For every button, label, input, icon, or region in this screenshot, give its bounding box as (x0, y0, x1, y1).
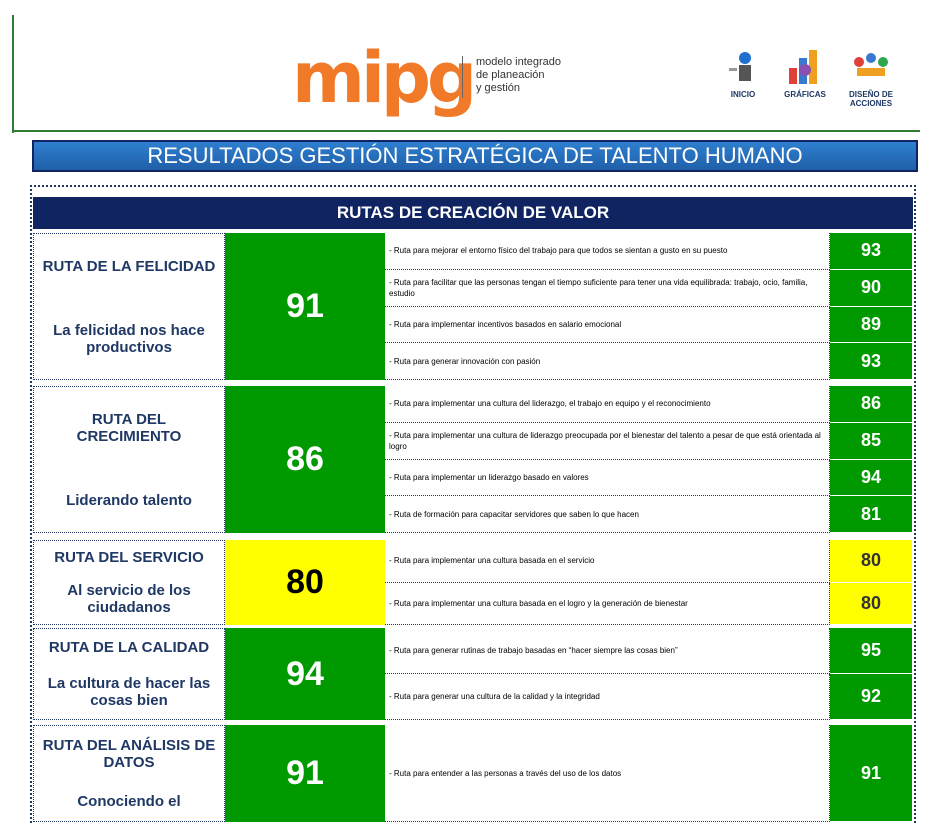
item-score: 81 (830, 496, 912, 533)
logo-line: de planeación (476, 69, 545, 81)
item-score: 80 (830, 582, 912, 625)
nav-inicio[interactable]: INICIO (708, 48, 778, 99)
logo: mipg (292, 37, 477, 119)
item-score: 80 (830, 540, 912, 583)
item-score: 91 (830, 725, 912, 822)
logo-line: y gestión (476, 82, 521, 94)
route-title: RUTA DEL SERVICIO (54, 549, 204, 566)
route-score: 94 (225, 628, 385, 720)
item-text: - Ruta para implementar un liderazgo bas… (385, 459, 830, 497)
nav-graficas[interactable]: GRÁFICAS (770, 44, 840, 99)
item-text: - Ruta para generar innovación con pasió… (385, 343, 830, 380)
item-text: - Ruta para implementar una cultura basa… (385, 540, 830, 583)
item-text: - Ruta para implementar una cultura basa… (385, 582, 830, 625)
item-score: 92 (830, 674, 912, 720)
route-title: RUTA DE LA FELICIDAD (42, 257, 216, 275)
route-score: 80 (225, 540, 385, 625)
item-score: 95 (830, 628, 912, 674)
route-title: RUTA DE LA CALIDAD (48, 638, 210, 656)
item-text: - Ruta para mejorar el entorno físico de… (385, 233, 830, 270)
icon (854, 53, 888, 76)
route-title: RUTA DEL CRECIMIENTO (76, 410, 182, 445)
item-text: - Ruta para facilitar que las personas t… (385, 269, 830, 307)
separator (462, 56, 463, 98)
route-name: RUTA DE LA CALIDAD La cultura de hacer la… (33, 628, 225, 720)
item-score: 94 (830, 459, 912, 497)
route-subtitle: Liderando talento (66, 491, 192, 509)
route-name: RUTA DE LA FELICIDAD La felicidad nos hac… (33, 233, 225, 380)
nav-label: GRÁFICAS (784, 90, 826, 99)
icon (789, 50, 817, 84)
route-score: 91 (225, 233, 385, 380)
route-subtitle: La cultura de hacer las cosas bien (47, 675, 211, 710)
route-subtitle: La felicidad nos hace productivos (53, 321, 205, 356)
item-text: - Ruta para implementar una cultura de l… (385, 422, 830, 460)
item-text: - Ruta para implementar incentivos basad… (385, 306, 830, 344)
nav-label: INICIO (730, 90, 756, 99)
route-subtitle: Conociendo el (77, 793, 181, 810)
logo-text: modelo integrado de planeación y gestión (476, 56, 561, 95)
route-score: 91 (225, 725, 385, 822)
section-title: RUTAS DE CREACIÓN DE VALOR (33, 197, 913, 229)
route-subtitle: Al servicio de los ciudadanos (67, 582, 191, 616)
item-text: - Ruta para implementar una cultura del … (385, 386, 830, 423)
nav-label: DISEÑO DE ACCIONES (848, 90, 893, 108)
frame-line (12, 15, 14, 133)
page-title: RESULTADOS GESTIÓN ESTRATÉGICA DE TALENT… (32, 140, 918, 172)
item-score: 93 (830, 233, 912, 270)
route-name: RUTA DEL SERVICIO Al servicio de los ciud… (33, 540, 225, 625)
route-name: RUTA DEL ANÁLISIS DE DATOS Conociendo el (33, 725, 225, 822)
nav-diseno[interactable]: DISEÑO DE ACCIONES (836, 48, 906, 108)
item-score: 89 (830, 306, 912, 344)
item-score: 85 (830, 422, 912, 460)
item-text: - Ruta de formación para capacitar servi… (385, 496, 830, 533)
item-text: - Ruta para entender a las personas a tr… (385, 725, 830, 822)
logo-line: modelo integrado (476, 56, 562, 68)
item-score: 86 (830, 386, 912, 423)
item-text: - Ruta para generar rutinas de trabajo b… (385, 628, 830, 674)
route-title: RUTA DEL ANÁLISIS DE DATOS (42, 737, 216, 771)
route-name: RUTA DEL CRECIMIENTO Liderando talento (33, 386, 225, 533)
content-box (30, 185, 916, 825)
item-score: 93 (830, 343, 912, 380)
route-score: 86 (225, 386, 385, 533)
frame-line (12, 130, 920, 132)
item-text: - Ruta para generar una cultura de la ca… (385, 674, 830, 720)
icon (729, 52, 751, 81)
item-score: 90 (830, 269, 912, 307)
